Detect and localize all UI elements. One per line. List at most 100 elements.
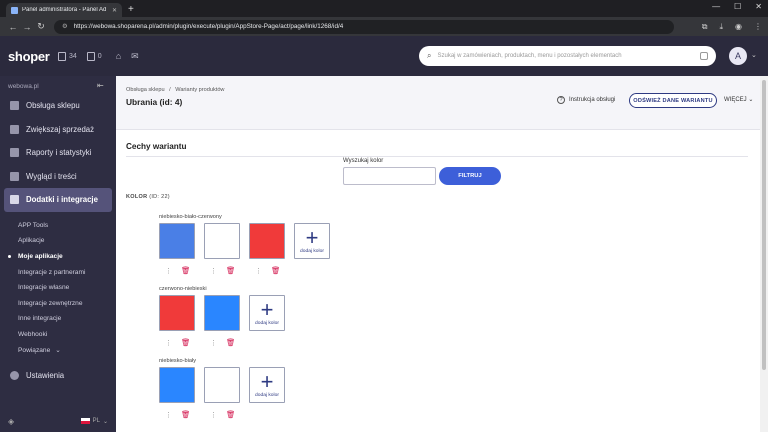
browser-menu-icon[interactable]: ⋮: [754, 21, 762, 31]
trash-icon[interactable]: 🗑: [181, 338, 191, 347]
sidebar-sub-app-tools[interactable]: APP Tools: [18, 221, 49, 229]
sidebar: webowa.pl ⇤ Obsługa sklepu Zwiększaj spr…: [0, 76, 116, 432]
messages-badge[interactable]: 0: [86, 51, 102, 61]
collapse-sidebar-icon[interactable]: ⇤: [97, 81, 104, 90]
trash-icon[interactable]: 🗑: [181, 266, 191, 275]
section-title: Cechy wariantu: [126, 142, 187, 151]
sidebar-sub-inne-integracje[interactable]: Inne integracje: [18, 315, 62, 323]
divider: [126, 156, 748, 157]
drag-handle-icon[interactable]: ⋮: [210, 339, 217, 347]
sidebar-sub-aplikacje[interactable]: Aplikacje: [18, 237, 45, 245]
help-link[interactable]: ? Instrukcja obsługi: [557, 96, 615, 104]
notifications-badge[interactable]: 34: [58, 51, 77, 61]
chevron-down-icon: ⌄: [748, 97, 754, 103]
plus-icon: +: [260, 369, 274, 394]
refresh-variant-button[interactable]: ODŚWIEŻ DANE WARIANTU: [629, 93, 717, 108]
tab-title: Panel administratora - Panel Ad: [22, 7, 107, 13]
puzzle-icon: [10, 195, 19, 205]
minimize-icon[interactable]: —: [712, 2, 721, 11]
site-info-icon[interactable]: ⚙: [62, 23, 68, 30]
gear-icon: [10, 371, 19, 381]
breadcrumb-link[interactable]: Warianty produktów: [175, 87, 225, 93]
drag-handle-icon[interactable]: ⋮: [165, 411, 172, 419]
layers-icon[interactable]: ◈: [8, 416, 15, 426]
add-color-button[interactable]: + dodaj kolor: [294, 223, 330, 259]
scrollbar-thumb[interactable]: [762, 80, 766, 370]
download-icon[interactable]: ⤓: [719, 21, 724, 31]
color-swatch-blue[interactable]: [204, 295, 240, 331]
browser-tab[interactable]: Panel administratora - Panel Ad ✕: [6, 3, 122, 17]
store-icon[interactable]: ⌂: [115, 51, 122, 61]
sidebar-item-dodatki[interactable]: Dodatki i integracje: [4, 188, 112, 212]
variant-group: czerwono-niebieski + dodaj kolor ⋮ 🗑 ⋮ 🗑: [159, 286, 285, 347]
add-color-button[interactable]: + dodaj kolor: [249, 295, 285, 331]
plus-icon: +: [260, 297, 274, 322]
new-tab-icon[interactable]: +: [128, 4, 134, 15]
drag-handle-icon[interactable]: ⋮: [165, 339, 172, 347]
sidebar-item-ustawienia[interactable]: Ustawienia: [0, 364, 116, 388]
trash-icon[interactable]: 🗑: [226, 266, 236, 275]
sidebar-sub-powiazane[interactable]: Powiązane ⌄: [18, 346, 61, 355]
main-content: Obsługa sklepu / Warianty produktów Ubra…: [116, 76, 760, 432]
sidebar-item-obsluga[interactable]: Obsługa sklepu: [0, 94, 116, 118]
close-window-icon[interactable]: ✕: [755, 2, 762, 11]
sidebar-sub-integracje-partnerzy[interactable]: Integracje z partnerami: [18, 268, 86, 276]
add-color-button[interactable]: + dodaj kolor: [249, 367, 285, 403]
search-icon: ⌕: [427, 51, 432, 60]
maximize-icon[interactable]: ☐: [734, 2, 742, 11]
sidebar-sub-webhooki[interactable]: Webhooki: [18, 330, 48, 338]
more-menu-button[interactable]: WIĘCEJ ⌄: [724, 97, 754, 103]
chevron-down-icon: ⌄: [55, 347, 61, 355]
language-selector[interactable]: PL ⌄: [80, 418, 108, 425]
sidebar-sub-moje-aplikacje[interactable]: Moje aplikacje: [0, 249, 116, 265]
chevron-down-icon: ⌄: [102, 418, 108, 425]
sidebar-sub-integracje-zewnetrzne[interactable]: Integracje zewnętrzne: [18, 299, 83, 307]
window-controls: — ☐ ✕: [712, 2, 762, 11]
drag-handle-icon[interactable]: ⋮: [165, 267, 172, 275]
avatar[interactable]: A: [729, 47, 747, 65]
growth-icon: [10, 124, 19, 134]
color-swatch-white[interactable]: [204, 223, 240, 259]
mail-icon[interactable]: ✉: [131, 50, 139, 61]
color-swatch-red[interactable]: [249, 223, 285, 259]
drag-handle-icon[interactable]: ⋮: [210, 411, 217, 419]
layout-icon: [10, 171, 19, 181]
address-bar[interactable]: ⚙ https://webowa.shoparena.pl/admin/plug…: [54, 19, 674, 34]
color-swatch-red[interactable]: [159, 295, 195, 331]
trash-icon[interactable]: 🗑: [181, 410, 191, 419]
drag-handle-icon[interactable]: ⋮: [210, 267, 217, 275]
messages-icon: [86, 51, 95, 61]
drag-handle-icon[interactable]: ⋮: [255, 267, 262, 275]
shoper-logo[interactable]: shoper: [8, 48, 50, 64]
chevron-down-icon[interactable]: ⌄: [751, 52, 757, 59]
profile-icon[interactable]: ◉: [735, 21, 742, 31]
color-swatch-blue[interactable]: [159, 223, 195, 259]
sidebar-item-raporty[interactable]: Raporty i statystyki: [0, 141, 116, 165]
variant-name: niebiesko-biały: [159, 358, 197, 364]
variant-group: niebiesko-biało-czerwony + dodaj kolor ⋮…: [159, 214, 330, 275]
breadcrumb: Obsługa sklepu / Warianty produktów: [126, 87, 225, 93]
page-title: Ubrania (id: 4): [126, 97, 183, 107]
back-icon[interactable]: ←: [8, 21, 18, 32]
reload-icon[interactable]: ↻: [37, 21, 45, 31]
sidebar-item-sprzedaz[interactable]: Zwiększaj sprzedaż: [0, 118, 116, 142]
trash-icon[interactable]: 🗑: [226, 410, 236, 419]
scrollbar[interactable]: [760, 76, 768, 432]
color-swatch-white[interactable]: [204, 367, 240, 403]
sidebar-item-wyglad[interactable]: Wygląd i treści: [0, 165, 116, 189]
extensions-icon[interactable]: ⧉: [701, 21, 708, 31]
variant-name: niebiesko-biało-czerwony: [159, 214, 222, 220]
global-search-input[interactable]: ⌕ Szukaj w zamówieniach, produktach, men…: [419, 46, 716, 66]
trash-icon[interactable]: 🗑: [271, 266, 281, 275]
breadcrumb-link[interactable]: Obsługa sklepu: [126, 87, 165, 93]
search-color-input[interactable]: [343, 167, 436, 185]
close-tab-icon[interactable]: ✕: [111, 7, 117, 14]
filter-button[interactable]: FILTRUJ: [439, 167, 501, 185]
forward-icon[interactable]: →: [22, 21, 32, 32]
cart-icon: [10, 101, 19, 111]
trash-icon[interactable]: 🗑: [226, 338, 236, 347]
color-swatch-blue[interactable]: [159, 367, 195, 403]
flag-pl-icon: [80, 418, 90, 424]
sidebar-sub-integracje-wlasne[interactable]: Integracje własne: [18, 284, 70, 292]
browser-toolbar: ← → ↻ ⚙ https://webowa.shoparena.pl/admi…: [0, 17, 768, 36]
